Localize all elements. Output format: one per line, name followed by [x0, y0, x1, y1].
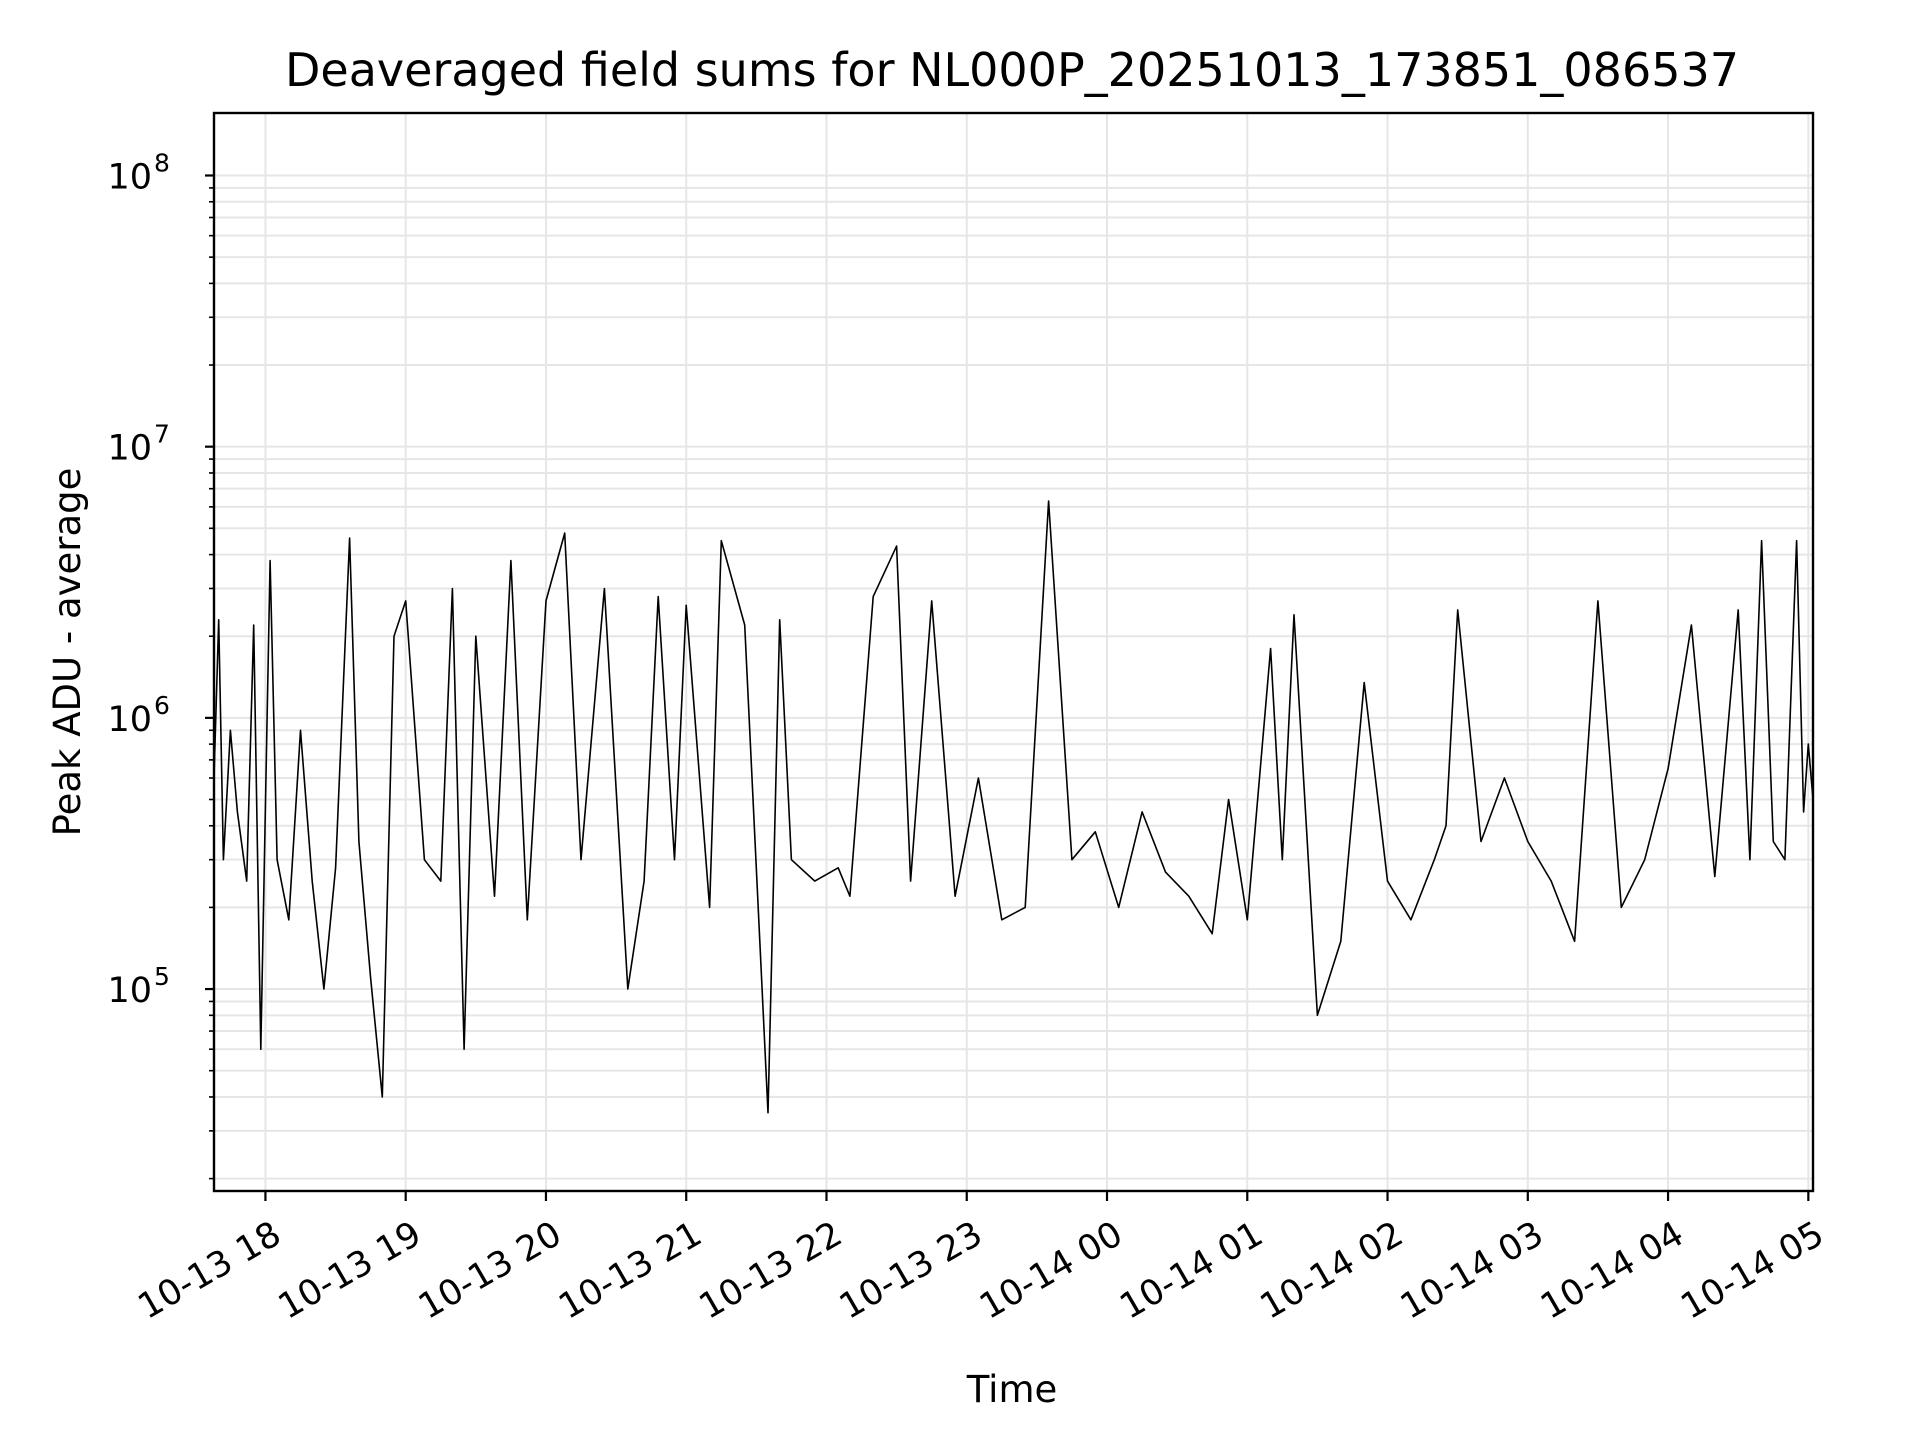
- data-line-layer: [213, 500, 1814, 1114]
- y-axis-label: Peak ADU - average: [46, 468, 89, 837]
- plot-area-frame: [212, 111, 1815, 1193]
- y-tick-label: 10: [107, 700, 152, 740]
- y-tick-exponent: 6: [154, 691, 170, 720]
- y-tick-exponent: 7: [154, 420, 170, 449]
- x-axis-label: Time: [966, 1368, 1058, 1411]
- y-tick-exponent: 5: [154, 962, 170, 991]
- y-tick-label: 10: [107, 429, 152, 469]
- chart-title: Deaveraged field sums for NL000P_2025101…: [285, 43, 1739, 97]
- data-series-line: [213, 500, 1814, 1114]
- y-tick-label: 10: [107, 971, 152, 1011]
- y-tick-exponent: 8: [154, 148, 170, 177]
- y-tick-label: 10: [107, 157, 152, 197]
- grid-lines: [214, 113, 1813, 1191]
